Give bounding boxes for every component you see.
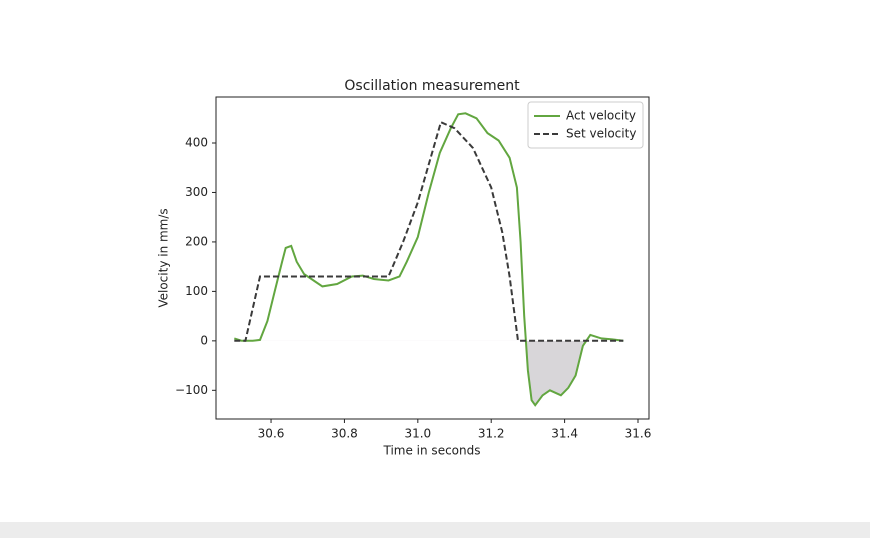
legend-label: Act velocity [566,109,636,123]
y-axis-label: Velocity in mm/s [157,208,171,307]
plot-frame [215,96,650,420]
y-tick-label: 0 [200,333,208,347]
y-tick-label: 300 [185,185,208,199]
x-tick-label: 31.2 [478,427,505,441]
x-tick-label: 31.4 [551,427,578,441]
negative-area [525,340,587,406]
y-tick-label: 400 [185,136,208,150]
legend-box [527,101,644,149]
x-tick-label: 31.0 [404,427,431,441]
series-line [233,112,624,407]
y-tick-label: −100 [175,383,208,397]
y-tick-label: 200 [185,234,208,248]
y-tick-label: 100 [185,284,208,298]
window-bar [0,522,870,538]
x-tick-label: 30.6 [258,427,285,441]
x-axis-label: Time in seconds [383,444,481,458]
x-tick-label: 31.6 [625,427,652,441]
legend-label: Set velocity [566,127,636,141]
x-tick-label: 30.8 [331,427,358,441]
chart-title: Oscillation measurement [344,78,520,94]
series-line [234,120,624,342]
